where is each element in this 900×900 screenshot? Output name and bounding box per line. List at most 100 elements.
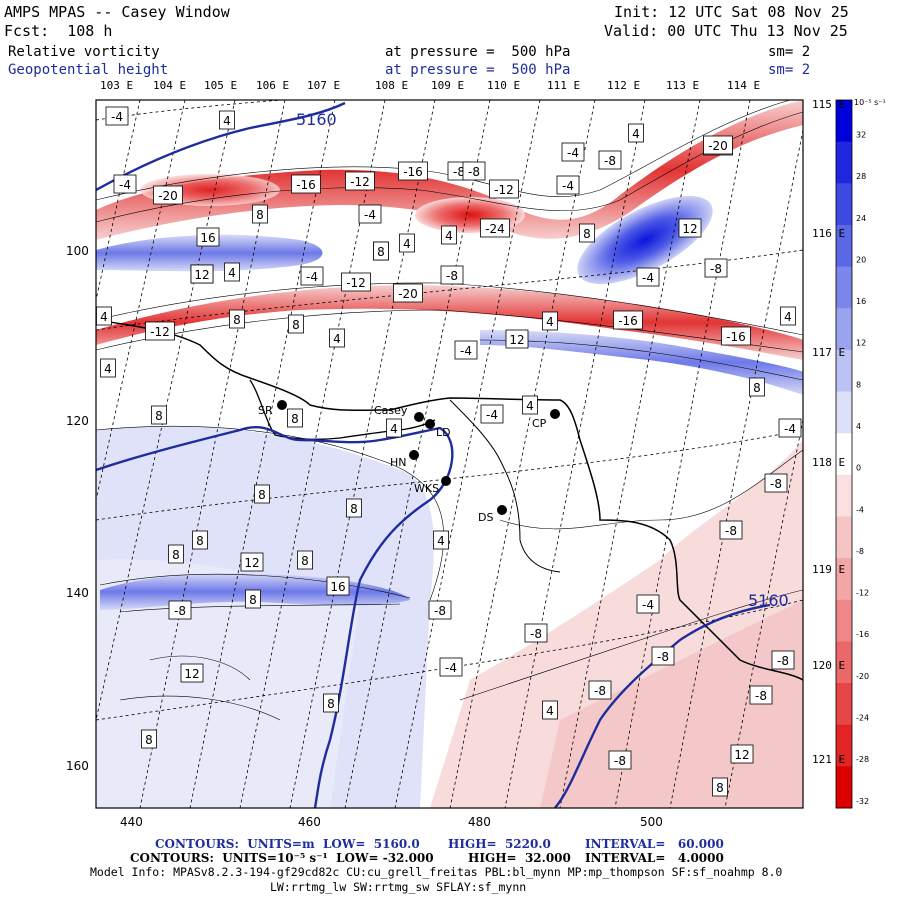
vorticity-label-text: -8 [770,477,782,491]
vorticity-positive-maximum [577,195,713,285]
vorticity-label: 4 [100,358,116,378]
lon-label-111: 111 E [547,79,581,92]
colorbar-swatch [836,433,852,476]
vorticity-label-box [628,123,644,143]
vorticity-label: 8 [151,405,167,425]
footer-vort-high: HIGH= 32.000 [468,851,571,865]
vorticity-label-box [440,265,464,285]
x-tick-500: 500 [640,815,663,829]
colorbar-units: 10⁻⁵ s⁻¹ [854,98,886,107]
footer-height-interval: INTERVAL= 60.000 [585,837,724,851]
vorticity-label: -8 [719,520,743,540]
vorticity-label-box [749,685,773,705]
vorticity-label-text: 4 [333,332,341,346]
vorticity-label-box [480,218,510,238]
vorticity-label-text: 4 [784,310,792,324]
station-label-casey: Casey [374,404,408,417]
vorticity-label-box [300,266,324,286]
vorticity-label: 4 [441,225,457,245]
vorticity-label: 8 [254,484,270,504]
map-title: AMPS MPAS -- Casey Window [4,3,230,21]
vorticity-label: 4 [219,110,235,130]
vorticity-label-box [113,174,137,194]
vorticity-label-box [323,693,339,713]
vorticity-label: 4 [522,395,538,415]
vorticity-label-text: 8 [291,412,299,426]
vorticity-label-box [454,340,478,360]
station-marker-wks [441,476,451,486]
vorticity-label: -4 [636,267,660,287]
vorticity-label-text: -4 [306,270,318,284]
lon-label-106: 106 E [256,79,290,92]
vorticity-label-text: 8 [753,381,761,395]
vorticity-label: -8 [428,600,452,620]
vorticity-label-box [712,777,728,797]
vorticity-label: 4 [329,328,345,348]
vorticity-label-box [780,306,796,326]
vorticity-label-text: 4 [546,315,554,329]
vorticity-label-text: -4 [119,178,131,192]
vorticity-label-box [588,680,612,700]
height-label-nw: 5160 [296,110,337,129]
vorticity-label-box [439,657,463,677]
vorticity-label: 12 [180,663,204,683]
lon-label-113: 113 E [666,79,700,92]
vorticity-label: 4 [96,306,112,326]
vorticity-label-box [291,174,321,194]
vorticity-label-text: -8 [174,604,186,618]
vorticity-label-box [196,227,220,247]
vorticity-label-box [636,267,660,287]
lon-label-115: 115 E [812,98,846,111]
vorticity-label-box [229,309,245,329]
vorticity-label-text: -4 [567,146,579,160]
height-label-se: 5160 [748,591,789,610]
vorticity-label: -4 [113,174,137,194]
vorticity-label-text: 8 [583,227,591,241]
station-marker-ds [497,505,507,515]
vorticity-label: 12 [190,264,214,284]
vorticity-label-text: 4 [223,114,231,128]
lon-label-121: 121 E [812,753,846,766]
vorticity-label-text: -8 [777,654,789,668]
vorticity-label-box [151,405,167,425]
vorticity-label-text: -4 [486,408,498,422]
vorticity-label-box [345,171,375,191]
vorticity-label: -16 [613,310,643,330]
vorticity-label: 8 [749,377,765,397]
vorticity-label-box [771,650,795,670]
vorticity-label-text: -16 [726,330,746,344]
lon-label-109: 109 E [431,79,465,92]
y-tick-160: 160 [66,759,89,773]
vorticity-label: -12 [489,179,519,199]
plot-area [96,100,803,808]
vorticity-label: -20 [703,135,733,155]
colorbar-swatch [836,266,852,309]
vorticity-label: -4 [636,594,660,614]
y-tick-120: 120 [66,414,89,428]
vorticity-label: -4 [480,404,504,424]
vorticity-label: -8 [440,265,464,285]
lon-label-110: 110 E [487,79,521,92]
lon-label-107: 107 E [307,79,341,92]
geopotential-height-contours [96,101,771,808]
vorticity-label-text: 4 [632,127,640,141]
colorbar-swatch [836,141,852,184]
vorticity-label: -8 [651,646,675,666]
colorbar-tick-label: 32 [856,130,866,139]
vorticity-label-text: 8 [233,313,241,327]
colorbar-swatch [836,516,852,559]
vorticity-label-box [100,358,116,378]
vorticity-label-text: 4 [100,310,108,324]
vorticity-label: -20 [153,185,183,205]
vorticity-label-text: -8 [446,269,458,283]
vorticity-positive-band-north [96,234,323,272]
stations [277,400,560,515]
vorticity-label: 8 [168,544,184,564]
station-marker-sr [277,400,287,410]
vorticity-label-box [245,589,261,609]
vorticity-label: 4 [542,700,558,720]
vorticity-label-text: 8 [716,781,724,795]
vorticity-label-text: -8 [710,262,722,276]
vorticity-label-text: 12 [734,748,749,762]
